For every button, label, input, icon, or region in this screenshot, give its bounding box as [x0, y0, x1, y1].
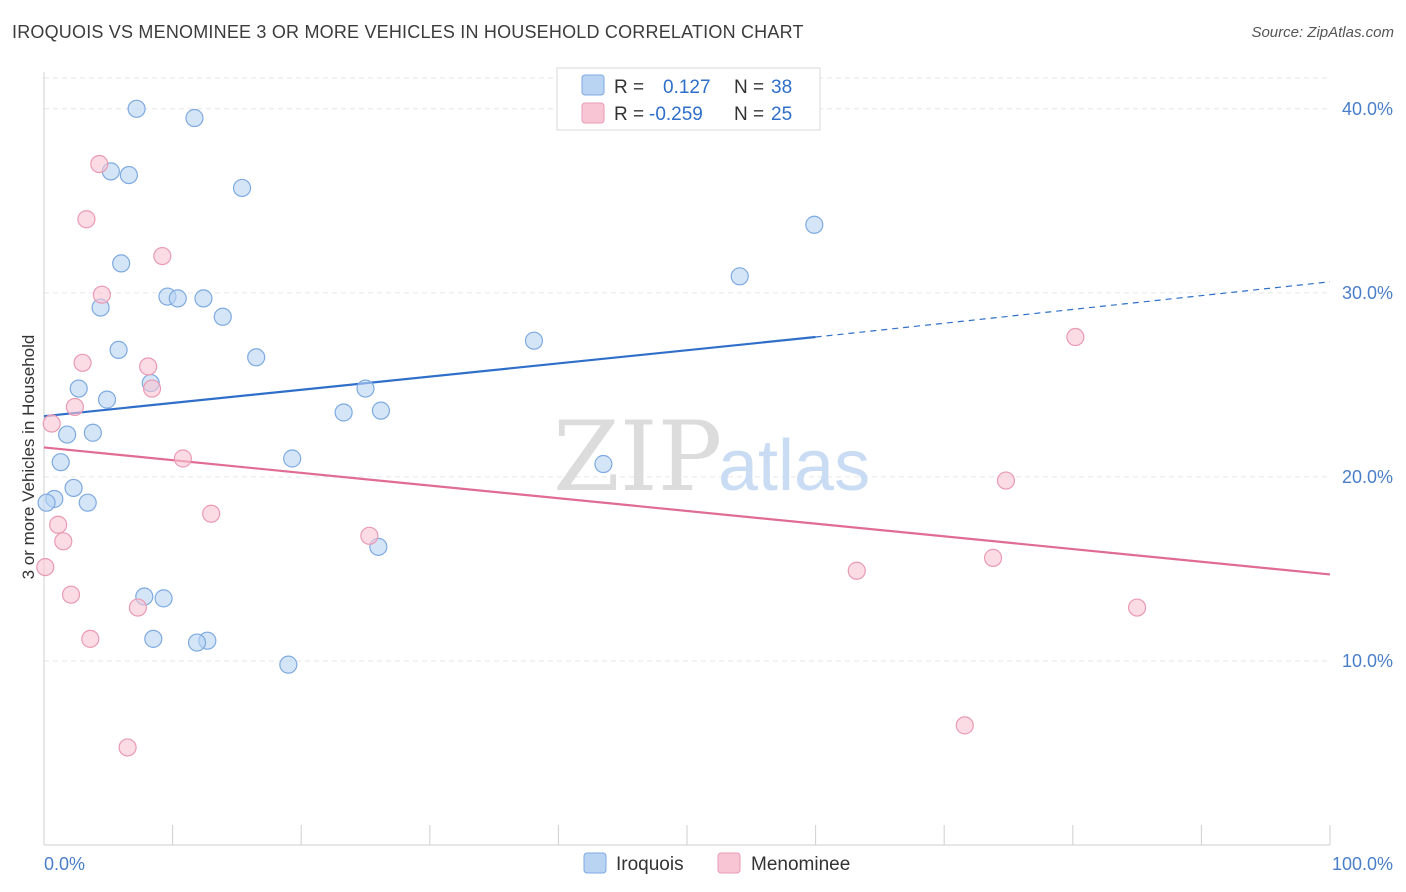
- point-iroquois: [83, 423, 102, 442]
- grid-layer: [44, 77, 1330, 662]
- bottom-legend-iroquois: Iroquois: [616, 854, 684, 875]
- point-iroquois: [594, 454, 613, 474]
- point-menominee: [36, 557, 55, 577]
- watermark-atlas: atlas: [718, 426, 870, 506]
- point-menominee: [360, 526, 379, 545]
- legend-n-value: 38: [771, 77, 792, 98]
- legend-r-label: R =: [614, 104, 644, 125]
- point-menominee: [92, 285, 111, 304]
- point-iroquois: [371, 401, 391, 420]
- point-iroquois: [154, 589, 173, 608]
- point-menominee: [49, 515, 68, 534]
- point-iroquois: [51, 453, 70, 472]
- point-iroquois: [283, 449, 302, 468]
- y-tick-label: 10.0%: [1342, 651, 1393, 671]
- axis-layer: 10.0% 20.0% 30.0% 40.0% 0.0% 100.0%: [43, 72, 1393, 874]
- bottom-legend-menominee: Menominee: [751, 854, 850, 875]
- point-menominee: [153, 246, 172, 266]
- point-iroquois: [187, 633, 207, 652]
- point-iroquois: [64, 478, 83, 498]
- point-menominee: [955, 716, 974, 735]
- point-menominee: [847, 561, 866, 580]
- legend-swatch-iroquois: [581, 74, 605, 96]
- trend-layer: [43, 281, 1331, 576]
- point-iroquois: [168, 289, 187, 308]
- legend-n-value: 25: [771, 104, 792, 125]
- y-tick-label: 20.0%: [1342, 467, 1393, 487]
- chart-title: IROQUOIS VS MENOMINEE 3 OR MORE VEHICLES…: [12, 22, 804, 42]
- point-iroquois: [144, 629, 163, 648]
- point-iroquois: [185, 108, 204, 128]
- y-tick-label: 40.0%: [1342, 99, 1393, 119]
- point-iroquois: [37, 493, 56, 512]
- x-tick-label: 0.0%: [44, 854, 85, 874]
- bottom-legend-swatch-menominee: [717, 852, 741, 874]
- point-menominee: [81, 629, 100, 648]
- legend-r-label: R =: [614, 77, 644, 98]
- points-layer: [36, 99, 1147, 757]
- trend-line-iroquois: [43, 335, 816, 418]
- point-menominee: [142, 379, 162, 398]
- point-menominee: [54, 532, 73, 551]
- point-iroquois: [58, 425, 77, 444]
- point-iroquois: [334, 403, 353, 422]
- legend-r-value: 0.127: [663, 77, 711, 98]
- point-menominee: [128, 598, 147, 617]
- point-iroquois: [119, 165, 138, 185]
- point-menominee: [202, 504, 221, 523]
- point-iroquois: [213, 307, 232, 326]
- legend: R = 0.127 N = 38 R = -0.259 N = 25: [556, 67, 821, 131]
- point-menominee: [73, 353, 92, 372]
- point-iroquois: [805, 215, 824, 234]
- point-menominee: [65, 397, 84, 417]
- point-iroquois: [730, 267, 749, 286]
- trend-line-iroquois-extension: [815, 281, 1331, 338]
- point-iroquois: [69, 379, 88, 398]
- point-menominee: [42, 414, 61, 433]
- point-menominee: [118, 738, 137, 757]
- point-iroquois: [97, 390, 117, 409]
- point-iroquois: [356, 379, 375, 398]
- watermark-zip: ZIP: [553, 401, 722, 513]
- y-axis-label: 3 or more Vehicles in Household: [19, 335, 38, 580]
- bottom-legend-swatch-iroquois: [583, 852, 607, 874]
- x-tick-label: 100.0%: [1332, 854, 1393, 874]
- point-iroquois: [78, 493, 97, 512]
- point-iroquois: [127, 99, 146, 118]
- legend-n-label: N =: [734, 104, 764, 125]
- point-iroquois: [279, 655, 298, 674]
- legend-n-label: N =: [734, 77, 764, 98]
- point-menominee: [996, 471, 1016, 490]
- legend-swatch-menominee: [581, 102, 605, 124]
- point-iroquois: [194, 289, 213, 308]
- point-menominee: [139, 357, 158, 376]
- point-menominee: [173, 449, 192, 468]
- point-menominee: [1066, 327, 1085, 347]
- point-menominee: [983, 548, 1003, 567]
- y-tick-label: 30.0%: [1342, 283, 1393, 303]
- trend-line-menominee: [43, 446, 1331, 576]
- point-iroquois: [112, 254, 131, 273]
- point-iroquois: [109, 340, 128, 360]
- point-menominee: [77, 210, 96, 229]
- bottom-legend: Iroquois Menominee: [583, 852, 850, 875]
- point-menominee: [1127, 598, 1147, 617]
- point-iroquois: [247, 348, 266, 367]
- watermark: ZIP atlas: [553, 401, 870, 513]
- source-label: Source: ZipAtlas.com: [1251, 24, 1394, 41]
- point-iroquois: [232, 178, 252, 198]
- legend-r-value: -0.259: [649, 104, 703, 125]
- point-iroquois: [524, 331, 544, 350]
- point-menominee: [90, 154, 109, 174]
- point-menominee: [61, 585, 81, 604]
